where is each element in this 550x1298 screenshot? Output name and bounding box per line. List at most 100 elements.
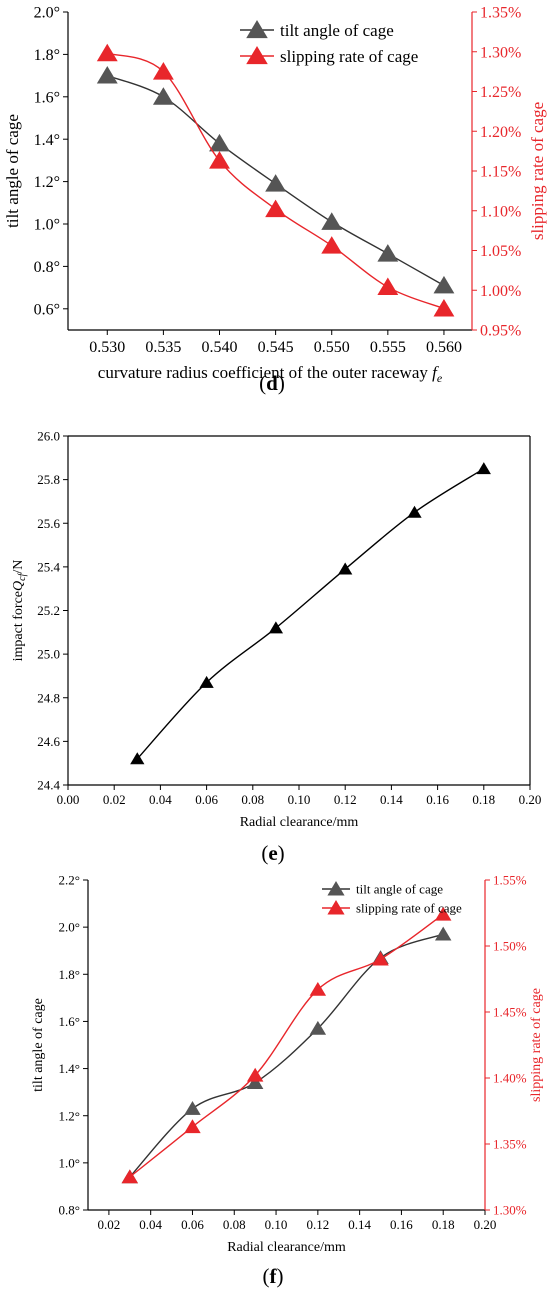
y2-tick-label: 1.20% [480,124,521,141]
y-axis-label-subscript: cf [17,572,28,580]
y-tick-label: 1.2° [34,174,60,191]
x-tick-label: 0.20 [519,792,542,807]
x-tick-label: 0.14 [380,792,403,807]
data-point-marker [184,1101,201,1115]
x-tick-label: 0.545 [258,339,294,356]
data-point-marker [434,926,452,941]
y2-tick-label: 1.15% [480,164,521,181]
y-tick-label: 1.6° [59,1014,80,1029]
data-point-marker [309,981,327,996]
x-tick-label: 0.16 [426,792,449,807]
data-point-marker [377,277,399,296]
y2-axis-label: slipping rate of cage [528,102,547,240]
x-tick-label: 0.18 [432,1217,455,1232]
legend-entry-label: tilt angle of cage [356,882,443,897]
x-tick-label: 0.08 [241,792,264,807]
x-tick-label: 0.08 [223,1217,246,1232]
x-tick-label: 0.530 [89,339,125,356]
x-tick-label: 0.06 [195,792,218,807]
legend: tilt angle of cage slipping rate of cage [322,881,462,916]
y2-tick-label: 1.05% [480,243,521,260]
data-point-marker [265,174,287,192]
y-axis-label-symbol: Q [11,581,26,591]
y-tick-label: 0.8° [59,1203,80,1218]
data-point-marker [268,621,284,634]
y-tick-label: 0.8° [34,259,60,276]
x-tick-label: 0.555 [370,339,406,356]
series-line [129,913,444,1178]
series-line [136,468,485,760]
y2-tick-label: 1.35% [493,1137,527,1152]
data-point-marker [407,505,422,518]
y-tick-label: 25.8 [37,472,60,487]
y-tick-label: 2.0° [34,5,60,22]
x-axis-label-subscript: e [437,371,443,385]
y2-axis-label: slipping rate of cage [529,988,544,1102]
y2-tick-label: 1.35% [480,5,521,22]
x-tick-label: 0.10 [288,792,311,807]
y-axis-label: tilt angle of cage [3,114,22,228]
legend-entry-label: tilt angle of cage [280,21,394,40]
series-line [129,933,444,1178]
y-axis-label: tilt angle of cage [31,998,46,1092]
x-axis-label-symbol: f [432,363,439,382]
x-tick-label: 0.535 [145,339,181,356]
y-axis-label: impact forceQcf/N [11,560,28,662]
legend-marker [327,900,345,915]
caption-f-letter: f [270,1264,278,1288]
y2-tick-label: 1.30% [480,44,521,61]
y2-tick-label: 1.25% [480,84,521,101]
x-tick-label: 0.12 [334,792,357,807]
legend-marker [246,20,268,39]
x-tick-label: 0.540 [202,339,238,356]
y2-tick-label: 1.55% [493,873,527,888]
y-tick-label: 24.4 [37,778,60,793]
x-tick-label: 0.18 [472,792,495,807]
data-point-marker [209,151,230,169]
y-tick-label: 1.8° [59,967,80,982]
x-tick-label: 0.10 [265,1217,288,1232]
data-point-marker [152,87,174,105]
x-tick-label: 0.550 [314,339,350,356]
legend-marker [327,881,345,896]
x-axis-label-text: curvature radius coefficient of the oute… [98,363,432,382]
x-tick-label: 0.02 [103,792,126,807]
x-tick-label: 0.00 [57,792,80,807]
y2-tick-label: 0.95% [480,323,521,340]
y-tick-label: 1.8° [34,47,60,64]
x-tick-label: 0.16 [390,1217,413,1232]
y-tick-label: 2.0° [59,920,80,935]
y-tick-label: 2.2° [59,873,80,888]
data-point-marker [246,1067,264,1082]
data-point-marker [433,275,455,294]
data-point-marker [476,462,491,475]
data-point-marker [265,199,287,218]
data-point-marker [121,1169,139,1184]
data-point-marker [321,236,343,254]
y2-tick-label: 1.50% [493,939,527,954]
y-tick-label: 1.6° [34,89,60,106]
y-tick-label: 24.8 [37,690,60,705]
legend-entry-label: slipping rate of cage [280,47,418,66]
data-point-marker [152,62,174,80]
data-point-marker [434,906,452,921]
data-point-marker [199,675,214,688]
y-tick-label: 1.2° [59,1108,80,1123]
data-point-marker [372,951,389,966]
y-tick-label: 25.4 [37,559,60,574]
y2-tick-label: 1.30% [493,1203,527,1218]
x-tick-label: 0.12 [306,1217,329,1232]
caption-e-letter: e [268,841,277,865]
x-tick-label: 0.14 [348,1217,371,1232]
y2-tick-label: 1.40% [493,1071,527,1086]
panel-caption-e: (e) [261,841,284,865]
y-tick-label: 24.6 [37,734,60,749]
data-point-marker [321,212,343,230]
panel-caption-d: (d) [259,371,285,395]
data-point-marker [377,244,399,262]
data-point-marker [338,562,353,575]
y-tick-label: 25.6 [37,516,60,531]
y2-tick-label: 1.10% [480,203,521,220]
legend: tilt angle of cage slipping rate of cage [240,20,418,66]
